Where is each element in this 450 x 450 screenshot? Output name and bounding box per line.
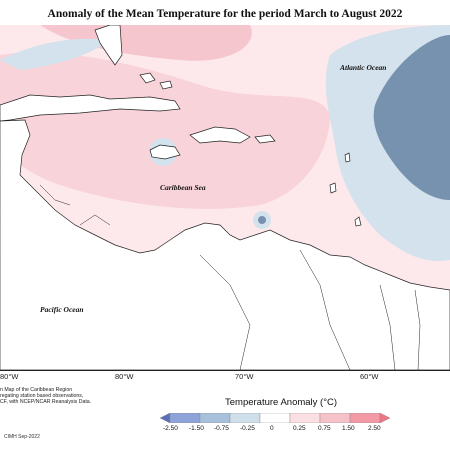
legend-label: 1.50 [342, 425, 355, 432]
cool-region-gulf [0, 38, 110, 70]
legend-label: -0.25 [240, 425, 255, 432]
legend-label: 0.75 [318, 425, 331, 432]
land-masses [0, 25, 450, 370]
map-title: Anomaly of the Mean Temperature for the … [47, 8, 403, 20]
legend-label: -1.50 [189, 425, 204, 432]
legend-label: -0.75 [214, 425, 229, 432]
tick-label: 80°W [0, 372, 19, 381]
tick-label: 60°W [360, 372, 379, 381]
label-caribbean: Caribbean Sea [160, 183, 206, 192]
florida [94, 25, 123, 66]
cool-core-south [258, 216, 266, 224]
legend-swatch [259, 413, 291, 423]
island-1 [329, 182, 337, 194]
label-atlantic: Atlantic Ocean [339, 63, 386, 72]
legend-swatch [160, 413, 171, 423]
legend-swatch [319, 413, 351, 423]
legend-colorbar [160, 413, 390, 423]
legend-swatch [289, 413, 321, 423]
note-line-3: CF, with NCEP/NCAR Reanalysis Data. [0, 399, 92, 405]
hispaniola [189, 126, 251, 144]
warm-region-north [40, 25, 252, 61]
country-borders [39, 184, 421, 370]
puerto-rico [254, 134, 276, 144]
tick-label: 80°W [115, 372, 134, 381]
warm-region [0, 52, 330, 209]
mainland [0, 119, 450, 370]
bahamas-1 [139, 72, 156, 84]
legend-label: 0.25 [293, 425, 306, 432]
legend-label: 0 [270, 425, 274, 432]
map-area: Atlantic Ocean Caribbean Sea Pacific Oce… [0, 25, 450, 371]
cool-core-atlantic [373, 35, 450, 200]
anomaly-map: Atlantic Ocean Caribbean Sea Pacific Oce… [0, 25, 450, 370]
legend-title: Temperature Anomaly (°C) [225, 397, 338, 408]
legend-swatch [379, 413, 390, 423]
tick-label: 70°W [235, 372, 254, 381]
cuba [0, 94, 181, 122]
legend-label: 2.50 [368, 425, 381, 432]
credit: CIMH Sep-2022 [4, 434, 40, 440]
legend-swatch [229, 413, 261, 423]
note-line-1: n Map of the Caribbean Region [0, 387, 73, 393]
island-2 [344, 152, 351, 163]
jamaica [149, 144, 181, 160]
island-3 [354, 216, 362, 227]
legend-swatch [349, 413, 381, 423]
label-pacific: Pacific Ocean [40, 305, 84, 314]
legend-label: -2.50 [163, 425, 178, 432]
legend-swatch [169, 413, 201, 423]
bahamas-2 [159, 80, 173, 90]
note-line-2: regating station based observations, [0, 393, 84, 399]
legend-swatch [199, 413, 231, 423]
